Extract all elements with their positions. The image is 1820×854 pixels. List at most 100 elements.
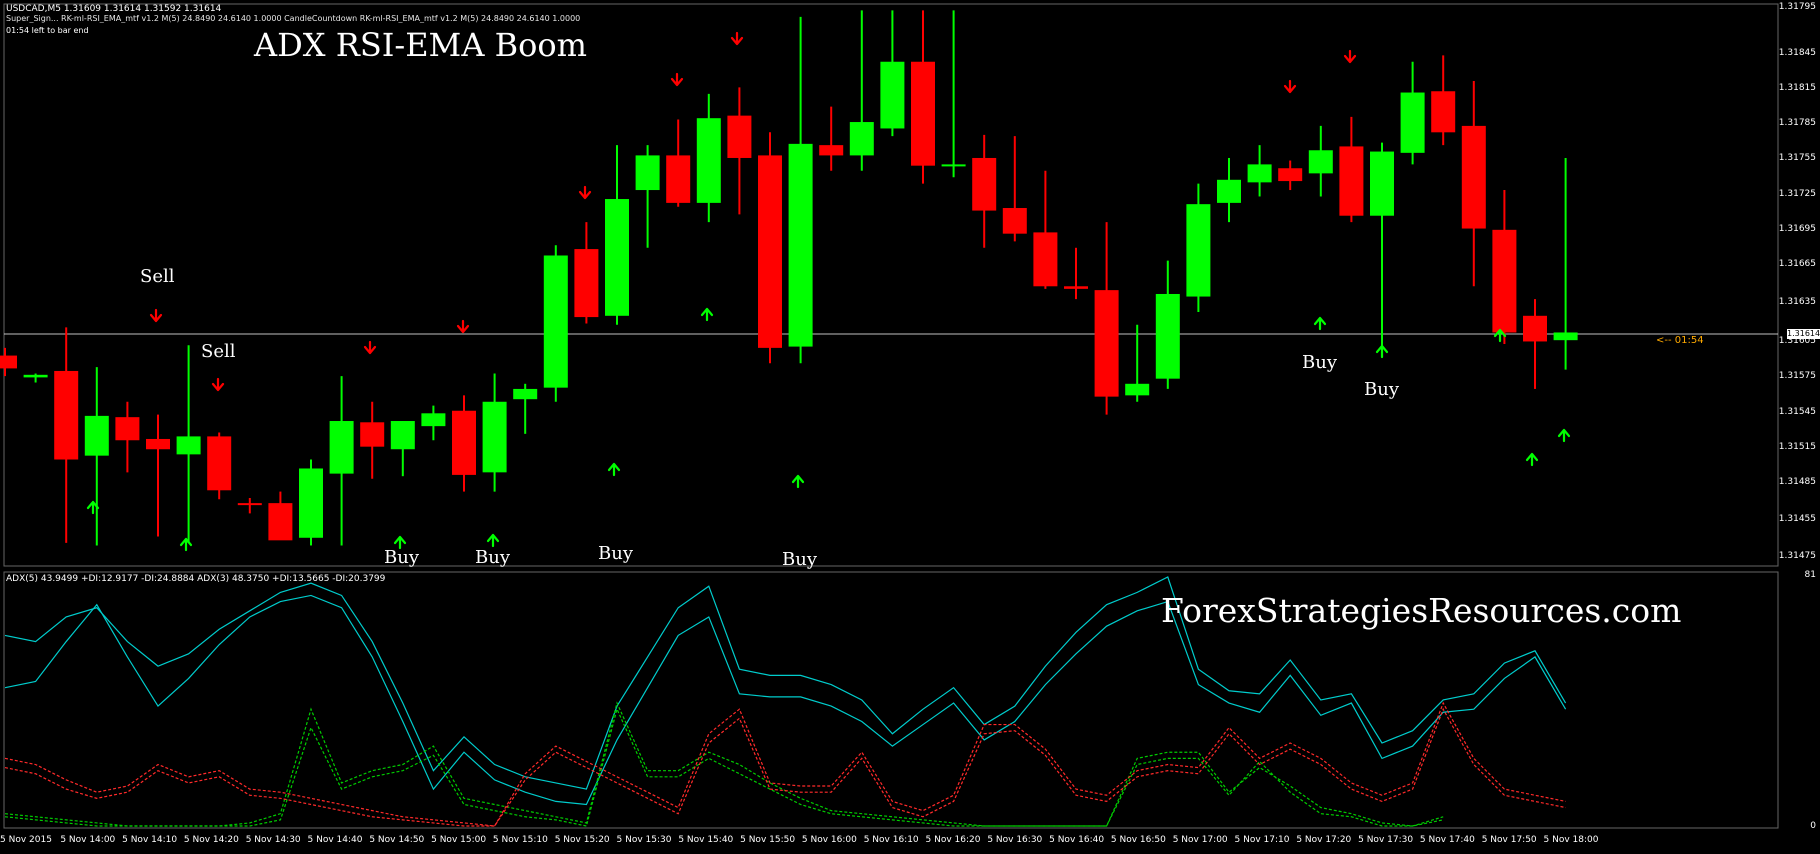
candle-body: [911, 61, 935, 166]
candle-body: [360, 422, 385, 447]
candle-body: [84, 415, 109, 456]
candle-body: [390, 421, 415, 450]
sell-arrow: [211, 377, 225, 392]
price-tick: 1.31815: [1778, 83, 1816, 93]
price-tick: 1.31575: [1778, 371, 1816, 381]
buy-arrow: [700, 307, 714, 322]
candle-body: [1217, 179, 1241, 203]
candle-body: [1461, 125, 1486, 229]
sell-label: Sell: [140, 266, 175, 287]
time-tick: 5 Nov 14:30: [245, 835, 301, 845]
sell-arrow: [1343, 49, 1357, 64]
candle-body: [1553, 332, 1578, 341]
candle-body: [176, 436, 201, 455]
chart-header-symbol: USDCAD,M5 1.31609 1.31614 1.31592 1.3161…: [6, 4, 222, 14]
time-tick: 5 Nov 17:50: [1481, 835, 1537, 845]
candle-body: [1247, 164, 1272, 183]
price-tick: 1.31485: [1778, 477, 1816, 487]
candle-body: [299, 468, 323, 538]
candle-body: [849, 122, 874, 156]
adx3-line: [4, 594, 1567, 806]
time-tick: 5 Nov 16:50: [1110, 835, 1166, 845]
candle-body: [0, 355, 17, 369]
buy-arrow: [393, 535, 407, 550]
candle-body: [1155, 293, 1180, 379]
adx-header: ADX(5) 43.9499 +DI:12.9177 -DI:24.8884 A…: [6, 574, 386, 584]
time-tick: 5 Nov 14:50: [369, 835, 425, 845]
sell-label: Sell: [201, 341, 236, 362]
candle-body: [1094, 290, 1119, 397]
price-tick: 1.31785: [1778, 118, 1816, 128]
time-tick: 5 Nov 17:00: [1172, 835, 1228, 845]
buy-arrow: [179, 537, 193, 552]
candle-body: [421, 413, 446, 427]
price-tick: 1.31755: [1778, 153, 1816, 163]
sell-arrow: [1283, 79, 1297, 94]
candle-body: [1370, 151, 1394, 216]
buy-label: Buy: [384, 547, 419, 568]
plus-di5-line: [4, 707, 1444, 827]
candle-body: [1186, 204, 1211, 297]
price-pane-frame: [3, 3, 1779, 567]
candle-body: [268, 503, 293, 541]
buy-arrow: [607, 462, 621, 477]
candle-body: [237, 503, 262, 506]
sell-arrow: [456, 319, 470, 334]
time-tick: 5 Nov 2015: [0, 835, 52, 845]
candle-body: [1125, 383, 1150, 396]
time-tick: 5 Nov 17:20: [1296, 835, 1352, 845]
adx5-line: [4, 576, 1567, 790]
minus-di5-line: [4, 707, 1566, 827]
candle-body: [207, 436, 232, 491]
candle-body: [1002, 208, 1027, 234]
candle-body: [23, 374, 48, 378]
time-tick: 5 Nov 15:00: [431, 835, 487, 845]
candle-body: [1431, 91, 1456, 133]
candle-body: [758, 155, 782, 348]
candle-body: [972, 157, 997, 211]
candle-body: [513, 388, 538, 400]
candle-body: [788, 143, 813, 347]
price-tick: 1.31725: [1778, 189, 1816, 199]
sell-arrow: [670, 72, 684, 87]
candle-body: [635, 155, 660, 191]
time-tick: 5 Nov 15:30: [616, 835, 672, 845]
buy-arrow: [1493, 328, 1507, 343]
price-tick: 1.31845: [1778, 48, 1816, 58]
candle-body: [1033, 232, 1058, 287]
time-tick: 5 Nov 14:20: [183, 835, 239, 845]
price-tick: 1.31545: [1778, 407, 1816, 417]
countdown-text: 01:54 left to bar end: [6, 26, 89, 35]
time-tick: 5 Nov 15:10: [492, 835, 548, 845]
strategy-title: ADX RSI-EMA Boom: [254, 26, 587, 64]
adx-axis-top: 81: [1804, 570, 1816, 580]
buy-arrow: [1313, 316, 1327, 331]
candle-body: [819, 145, 844, 156]
candle-body: [666, 155, 691, 203]
candle-body: [1400, 92, 1425, 153]
buy-arrow: [1557, 428, 1571, 443]
buy-arrow: [486, 533, 500, 548]
candle-body: [482, 401, 507, 473]
buy-label: Buy: [1364, 379, 1399, 400]
candle-body: [880, 61, 905, 129]
sell-arrow: [363, 340, 377, 355]
minus-di3-line: [4, 701, 1566, 827]
buy-arrow: [1375, 344, 1389, 359]
plus-di3-line: [4, 701, 1444, 827]
buy-arrow: [1525, 452, 1539, 467]
candle-body: [1492, 229, 1517, 333]
buy-label: Buy: [1302, 352, 1337, 373]
candle-body: [605, 199, 629, 316]
time-tick: 5 Nov 17:40: [1419, 835, 1475, 845]
price-tick: 1.31515: [1778, 442, 1816, 452]
price-tick: 1.31455: [1778, 514, 1816, 524]
candle-body: [574, 249, 599, 318]
time-tick: 5 Nov 18:00: [1543, 835, 1599, 845]
candle-body: [1339, 146, 1364, 216]
candle-body: [146, 438, 170, 450]
time-tick: 5 Nov 14:40: [307, 835, 363, 845]
time-tick: 5 Nov 16:00: [801, 835, 857, 845]
